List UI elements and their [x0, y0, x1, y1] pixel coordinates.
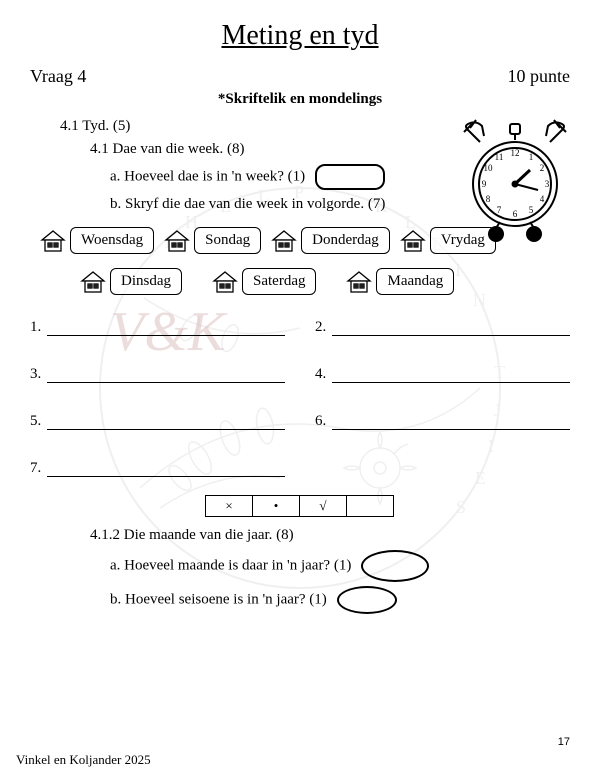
q-4-1-2-label: 4.1.2 Die maande van die jaar. (8): [90, 527, 570, 544]
day-label: Donderdag: [301, 227, 390, 254]
blank-number: 5.: [30, 413, 41, 430]
question-number: Vraag 4: [30, 66, 86, 87]
blank-number: 6.: [315, 413, 326, 430]
answer-blank[interactable]: 2.: [315, 319, 570, 336]
answer-blank[interactable]: 5.: [30, 413, 285, 430]
evaluation-row: ×•√: [30, 495, 570, 517]
points: 10 punte: [508, 66, 571, 87]
day-label: Saterdag: [242, 268, 316, 295]
day-item[interactable]: Maandag: [346, 268, 454, 295]
house-icon: [400, 229, 426, 253]
house-icon: [271, 229, 297, 253]
question-4-1-2: 4.1.2 Die maande van die jaar. (8) a. Ho…: [30, 527, 570, 614]
q-4-1-2-a-text: a. Hoeveel maande is daar in 'n jaar? (1…: [110, 557, 351, 573]
subtitle: *Skriftelik en mondelings: [30, 91, 570, 108]
house-icon: [346, 270, 372, 294]
question-4-1: 1212 345 678 91011 4.1 Tyd. (5) 4.1 Dae …: [30, 118, 570, 295]
svg-text:6: 6: [513, 209, 518, 219]
day-label: Sondag: [194, 227, 261, 254]
blank-number: 7.: [30, 460, 41, 477]
blank-line: [47, 416, 285, 430]
blank-number: 2.: [315, 319, 326, 336]
house-icon: [40, 229, 66, 253]
blank-number: 1.: [30, 319, 41, 336]
svg-text:10: 10: [484, 163, 494, 173]
eval-cell[interactable]: •: [252, 495, 300, 517]
svg-text:8: 8: [486, 194, 491, 204]
page-title: Meting en tyd: [30, 20, 570, 52]
svg-text:5: 5: [529, 205, 534, 215]
blank-line: [332, 369, 570, 383]
svg-text:1: 1: [529, 152, 534, 162]
eval-cell[interactable]: √: [299, 495, 347, 517]
alarm-clock-icon: 1212 345 678 91011: [460, 118, 570, 248]
svg-text:11: 11: [495, 152, 504, 162]
header-row: Vraag 4 10 punte: [30, 66, 570, 87]
blank-number: 3.: [30, 366, 41, 383]
answer-blank[interactable]: 6.: [315, 413, 570, 430]
day-item[interactable]: Sondag: [164, 227, 261, 254]
day-item[interactable]: Dinsdag: [80, 268, 182, 295]
svg-text:12: 12: [511, 148, 520, 158]
day-item[interactable]: Saterdag: [212, 268, 316, 295]
days-row-2: Dinsdag Saterdag Maandag: [80, 268, 570, 295]
answer-oval-seasons[interactable]: [337, 586, 397, 614]
svg-text:4: 4: [540, 194, 545, 204]
page-number: 17: [558, 736, 570, 748]
blank-line: [332, 416, 570, 430]
answer-box-week-days[interactable]: [315, 164, 385, 190]
answer-blank[interactable]: 3.: [30, 366, 285, 383]
house-icon: [212, 270, 238, 294]
house-icon: [80, 270, 106, 294]
blank-line: [332, 322, 570, 336]
day-label: Dinsdag: [110, 268, 182, 295]
day-item[interactable]: Donderdag: [271, 227, 390, 254]
eval-cell[interactable]: [346, 495, 394, 517]
answer-blank[interactable]: 4.: [315, 366, 570, 383]
eval-cell[interactable]: ×: [205, 495, 253, 517]
svg-text:9: 9: [482, 179, 487, 189]
q-4-1-2-a: a. Hoeveel maande is daar in 'n jaar? (1…: [110, 550, 570, 582]
footer-credit: Vinkel en Koljander 2025: [16, 752, 151, 768]
day-label: Woensdag: [70, 227, 154, 254]
svg-text:3: 3: [545, 179, 550, 189]
answer-blank[interactable]: 1.: [30, 319, 285, 336]
svg-text:2: 2: [540, 163, 545, 173]
house-icon: [164, 229, 190, 253]
blank-line: [47, 369, 285, 383]
day-item[interactable]: Woensdag: [40, 227, 154, 254]
answer-blank[interactable]: 7.: [30, 460, 285, 477]
page-content: Meting en tyd Vraag 4 10 punte *Skriftel…: [0, 0, 600, 630]
day-label: Maandag: [376, 268, 454, 295]
svg-text:7: 7: [497, 205, 502, 215]
q-4-1-a-text: a. Hoeveel dae is in 'n week? (1): [110, 168, 305, 184]
answer-blanks: 1. 2. 3. 4. 5. 6. 7.: [30, 319, 570, 477]
answer-oval-months[interactable]: [361, 550, 429, 582]
blank-number: 4.: [315, 366, 326, 383]
blank-line: [47, 322, 285, 336]
q-4-1-2-b-text: b. Hoeveel seisoene is in 'n jaar? (1): [110, 591, 327, 607]
q-4-1-2-b: b. Hoeveel seisoene is in 'n jaar? (1): [110, 586, 570, 614]
blank-line: [47, 463, 285, 477]
